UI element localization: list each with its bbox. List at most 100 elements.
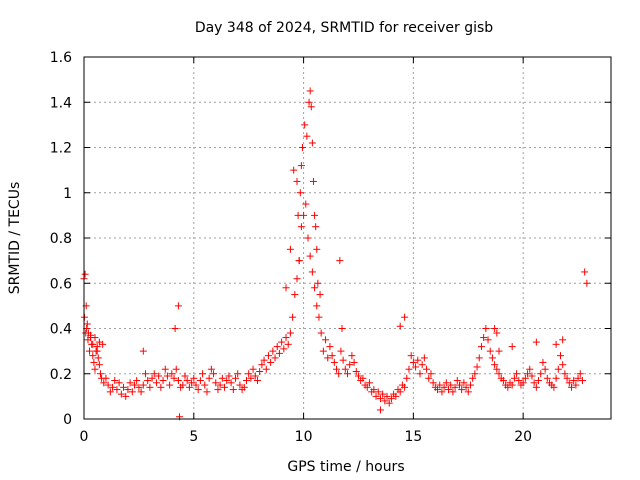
data-point <box>532 338 540 346</box>
data-point <box>124 386 132 394</box>
data-point <box>249 365 257 373</box>
data-point <box>515 377 523 385</box>
data-point <box>372 392 380 400</box>
data-point <box>91 365 99 373</box>
data-point <box>539 358 547 366</box>
data-point <box>190 374 198 382</box>
data-point <box>559 336 567 344</box>
data-point <box>183 377 191 385</box>
data-point <box>280 345 288 353</box>
data-point <box>171 325 179 332</box>
data-point <box>201 381 209 389</box>
data-point <box>374 388 382 396</box>
data-point <box>297 223 305 231</box>
data-point <box>401 383 409 391</box>
data-point <box>271 354 279 362</box>
data-point <box>139 381 147 389</box>
data-point <box>436 381 444 389</box>
data-point <box>508 381 516 389</box>
data-point <box>109 383 117 391</box>
data-point <box>301 121 309 129</box>
y-tick-label: 1 <box>63 186 72 202</box>
x-tick-label: 10 <box>295 429 313 445</box>
data-point <box>519 379 527 387</box>
data-point <box>532 383 540 391</box>
data-points <box>80 87 591 421</box>
data-point <box>308 139 316 147</box>
data-point <box>81 270 89 278</box>
data-point <box>455 381 463 389</box>
data-point <box>137 388 145 396</box>
data-point <box>383 392 391 400</box>
data-point <box>524 370 532 378</box>
x-tick-label: 15 <box>404 429 422 445</box>
data-point <box>159 377 167 385</box>
data-point <box>337 347 345 355</box>
data-point <box>229 386 237 394</box>
data-point <box>275 349 283 357</box>
data-point <box>126 379 134 387</box>
data-point <box>491 361 499 369</box>
data-point <box>296 189 304 197</box>
y-tick-label: 0 <box>63 412 72 428</box>
data-point <box>486 347 494 355</box>
data-point <box>242 377 250 385</box>
data-point <box>196 377 204 385</box>
data-point <box>106 388 114 396</box>
data-point <box>293 177 301 185</box>
data-point <box>396 388 404 396</box>
data-point <box>482 325 490 332</box>
data-point <box>304 234 312 242</box>
y-tick-label: 0.4 <box>50 322 72 338</box>
data-point <box>451 383 459 391</box>
data-point <box>314 279 322 287</box>
data-point <box>245 370 253 378</box>
x-tick-label: 20 <box>514 429 532 445</box>
data-point <box>99 340 107 348</box>
data-point <box>453 377 461 385</box>
data-point <box>420 354 428 362</box>
data-point <box>403 374 411 382</box>
gridlines <box>84 57 611 419</box>
data-point <box>335 370 343 378</box>
data-point <box>387 395 395 403</box>
data-point <box>260 356 268 364</box>
data-point <box>179 381 187 389</box>
data-point <box>495 370 503 378</box>
y-tick-label: 0.8 <box>50 231 72 247</box>
data-point <box>170 374 178 382</box>
data-point <box>458 386 466 394</box>
data-point <box>407 352 415 360</box>
data-point <box>282 334 290 342</box>
data-point <box>315 313 323 321</box>
data-point <box>412 363 420 371</box>
data-point <box>328 352 336 360</box>
data-point <box>90 358 98 366</box>
data-point <box>203 388 211 396</box>
data-point <box>273 343 281 351</box>
data-point <box>392 392 400 400</box>
data-point <box>471 370 479 378</box>
data-point <box>552 340 560 348</box>
data-point <box>192 381 200 389</box>
data-point <box>475 354 483 362</box>
data-point <box>122 392 130 400</box>
data-point <box>306 87 314 95</box>
data-point <box>311 284 319 292</box>
data-point <box>194 386 202 394</box>
data-point <box>236 381 244 389</box>
data-point <box>425 374 433 382</box>
data-point <box>319 347 327 355</box>
data-point <box>477 343 485 351</box>
data-point <box>295 257 303 265</box>
data-point <box>363 383 371 391</box>
data-point <box>495 347 503 355</box>
data-point <box>282 284 290 292</box>
data-point <box>291 291 299 299</box>
data-point <box>152 379 160 387</box>
data-point <box>508 343 516 351</box>
data-point <box>510 374 518 382</box>
data-point <box>150 370 158 378</box>
data-point <box>550 383 558 391</box>
data-point <box>302 200 310 208</box>
